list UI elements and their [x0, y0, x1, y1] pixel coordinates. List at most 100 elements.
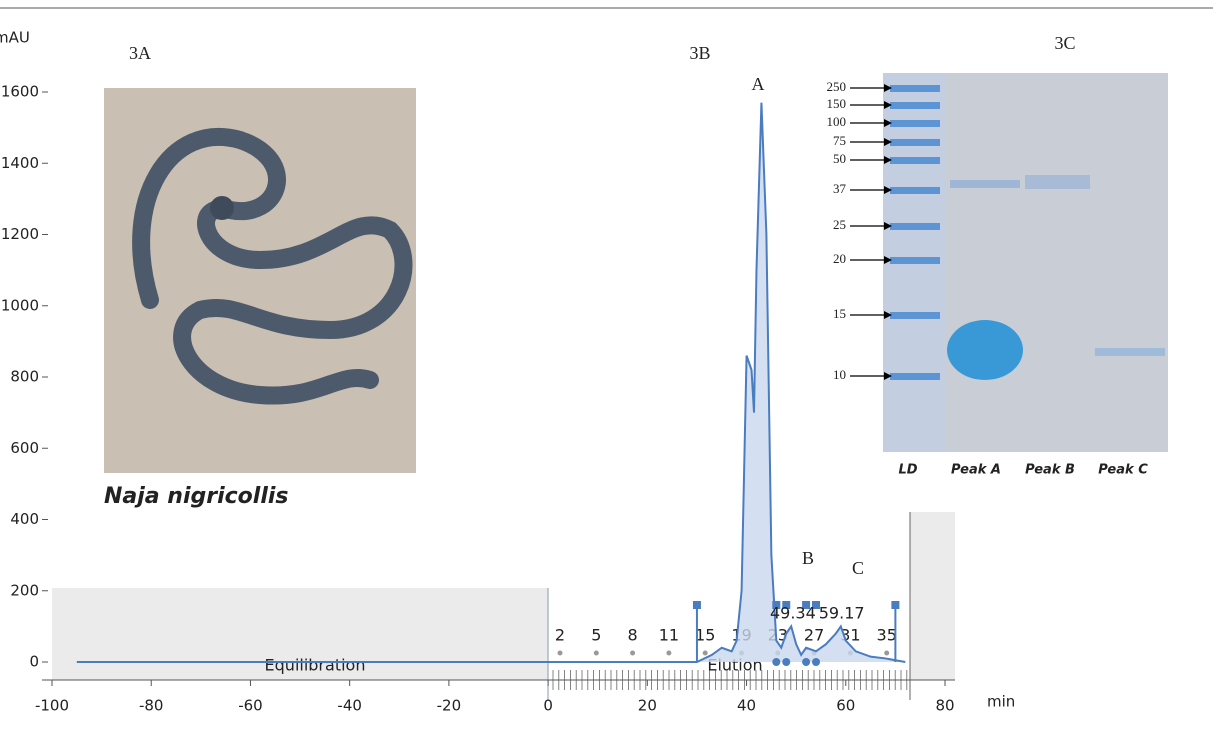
marker-arrowhead [884, 138, 892, 146]
marker-arrowhead [884, 119, 892, 127]
snake-head [210, 196, 234, 220]
marker-arrowhead [884, 256, 892, 264]
fraction-marker-head [802, 601, 811, 609]
snake-body [132, 127, 413, 405]
chromatogram-line [76, 102, 906, 663]
fraction-dot [630, 650, 636, 656]
ladder-band [890, 120, 940, 127]
fraction-dot [884, 650, 890, 656]
fraction-marker-head [782, 601, 791, 609]
x-tick-label: -20 [437, 697, 462, 715]
fraction-label: 8 [628, 626, 638, 645]
phase-label: Equilibration [265, 656, 366, 675]
lane-label: LD [898, 463, 917, 478]
y-tick-label: 1000 [1, 296, 39, 314]
y-tick-label: 1200 [1, 225, 39, 243]
peak-label: C [852, 558, 864, 578]
fraction-label: 27 [804, 626, 824, 645]
marker-arrowhead [884, 222, 892, 230]
fraction-dot [666, 650, 672, 656]
gel-band [950, 180, 1020, 188]
panel-label: 3B [689, 43, 710, 63]
y-tick-label: 1400 [1, 154, 39, 172]
x-axis-label: min [987, 693, 1015, 711]
gel-markers: 250 150 100 75 50 37 25 20 15 10 [827, 79, 940, 382]
marker-label: 20 [833, 251, 846, 266]
marker-label: 150 [827, 96, 847, 111]
y-tick-label: 0 [29, 653, 39, 671]
fraction-dot [812, 658, 821, 666]
peak-label: B [802, 548, 814, 568]
retention-label: 49.34 [770, 604, 816, 623]
marker-label: 50 [833, 151, 846, 166]
marker-arrowhead [884, 156, 892, 164]
gel-band [947, 320, 1023, 380]
panel-label: 3C [1054, 33, 1075, 53]
marker-label: 100 [827, 114, 847, 129]
marker-label: 250 [827, 79, 847, 94]
ladder-band [890, 157, 940, 164]
y-tick-label: 600 [10, 439, 39, 457]
fraction-dot [802, 658, 811, 666]
marker-label: 10 [833, 367, 846, 382]
x-tick-label: -40 [337, 697, 362, 715]
ladder-band [890, 257, 940, 264]
peak-label: A [752, 74, 765, 94]
fraction-marker-head [812, 601, 821, 609]
fraction-dot [772, 658, 781, 666]
marker-arrowhead [884, 311, 892, 319]
snake-photo [104, 88, 416, 473]
ladder-band [890, 312, 940, 319]
x-tick-label: 0 [543, 697, 553, 715]
marker-label: 15 [833, 306, 846, 321]
ladder-band [890, 223, 940, 230]
fraction-dot [557, 650, 563, 656]
ladder-band [890, 85, 940, 92]
species-name: Naja nigricollis [104, 484, 289, 509]
marker-arrowhead [884, 84, 892, 92]
marker-label: 75 [833, 133, 846, 148]
fraction-marker-head [692, 601, 701, 609]
end-region [910, 512, 955, 680]
ladder-band [890, 187, 940, 194]
y-tick-label: 400 [10, 510, 39, 528]
marker-arrowhead [884, 101, 892, 109]
gel-band [1095, 348, 1165, 356]
y-axis-label: mAU [0, 29, 30, 47]
y-tick-label: 800 [10, 368, 39, 386]
marker-label: 37 [833, 181, 847, 196]
fraction-dot [593, 650, 599, 656]
fraction-label: 15 [695, 626, 715, 645]
y-tick-label: 1600 [1, 83, 39, 101]
ladder-band [890, 373, 940, 380]
lane-label: Peak C [1098, 463, 1148, 478]
x-tick-label: -80 [139, 697, 164, 715]
marker-arrowhead [884, 372, 892, 380]
panel-label: 3A [129, 43, 151, 63]
lane-label: Peak B [1025, 463, 1075, 478]
lane-label: Peak A [951, 463, 1001, 478]
x-tick-label: -100 [35, 697, 69, 715]
fraction-dot [782, 658, 791, 666]
fraction-dot [702, 650, 708, 656]
retention-label: 59.17 [819, 604, 865, 623]
x-tick-label: 40 [737, 697, 756, 715]
x-tick-label: -60 [238, 697, 263, 715]
x-tick-label: 60 [836, 697, 855, 715]
ladder-band [890, 139, 940, 146]
marker-label: 25 [833, 217, 846, 232]
fraction-label: 35 [877, 626, 897, 645]
fraction-label: 2 [555, 626, 565, 645]
equilibration-region [52, 588, 548, 680]
fraction-marker-head [772, 601, 781, 609]
gel-band [1025, 175, 1090, 189]
marker-arrowhead [884, 186, 892, 194]
fraction-label: 11 [659, 626, 679, 645]
peak-area [696, 102, 906, 662]
fraction-label: 5 [591, 626, 601, 645]
x-tick-label: 20 [638, 697, 657, 715]
fraction-marker-head [891, 601, 900, 609]
x-tick-label: 80 [935, 697, 954, 715]
